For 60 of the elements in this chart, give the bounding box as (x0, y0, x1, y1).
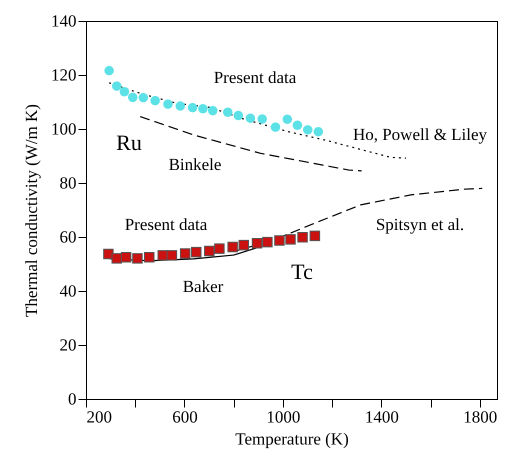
x-tick-label: 200 (86, 408, 112, 426)
series-label: Present data (124, 215, 208, 234)
point (144, 252, 154, 262)
point (120, 87, 130, 96)
point (128, 92, 138, 102)
point (176, 101, 185, 111)
y-tick-label: 20 (60, 336, 76, 354)
series-label: Spitsyn et al. (376, 215, 464, 234)
point (138, 92, 148, 102)
point (292, 120, 302, 130)
y-axis-title: Thermal conductivity (W/m K) (22, 104, 41, 317)
series-label: Ho, Powell & Liley (352, 125, 488, 144)
point (252, 238, 262, 248)
y-tick-label: 60 (60, 228, 76, 246)
point (163, 99, 173, 109)
series-label: Binkele (168, 155, 222, 174)
point (314, 126, 324, 136)
point (270, 122, 280, 132)
point (208, 106, 218, 116)
point (223, 108, 232, 117)
x-tick-label: 1800 (463, 408, 498, 426)
point (112, 81, 122, 91)
y-tick-label: 100 (51, 120, 76, 138)
point (104, 66, 114, 76)
point (214, 243, 225, 254)
point (238, 240, 249, 250)
y-tick-label: 40 (60, 282, 76, 300)
point (274, 235, 285, 246)
annotation: Tc (291, 259, 314, 284)
x-tick-label: 1000 (266, 408, 300, 426)
point (191, 246, 202, 258)
y-tick-label: 0 (68, 390, 76, 408)
annotation: Ru (116, 130, 142, 155)
point (297, 232, 308, 243)
point (234, 110, 244, 120)
series-label: Present data (214, 68, 297, 87)
y-tick-label: 140 (51, 12, 76, 30)
point (166, 250, 178, 261)
series-label: Baker (182, 277, 224, 296)
point (285, 234, 296, 245)
point (246, 113, 256, 123)
x-axis-title: Temperature (K) (235, 430, 349, 448)
point (132, 253, 143, 264)
point (150, 96, 160, 106)
point (120, 252, 132, 262)
x-tick-label: 1400 (364, 408, 399, 426)
point (282, 114, 292, 124)
x-tick-label: 600 (172, 408, 198, 426)
point (112, 253, 122, 264)
y-tick-label: 80 (60, 174, 76, 192)
point (180, 248, 190, 259)
point (227, 242, 238, 252)
point (204, 246, 215, 256)
y-tick-label: 120 (51, 66, 76, 84)
point (188, 102, 198, 112)
point (303, 125, 312, 135)
point (198, 104, 208, 114)
point (262, 236, 273, 248)
point (310, 230, 320, 242)
point (257, 114, 267, 124)
